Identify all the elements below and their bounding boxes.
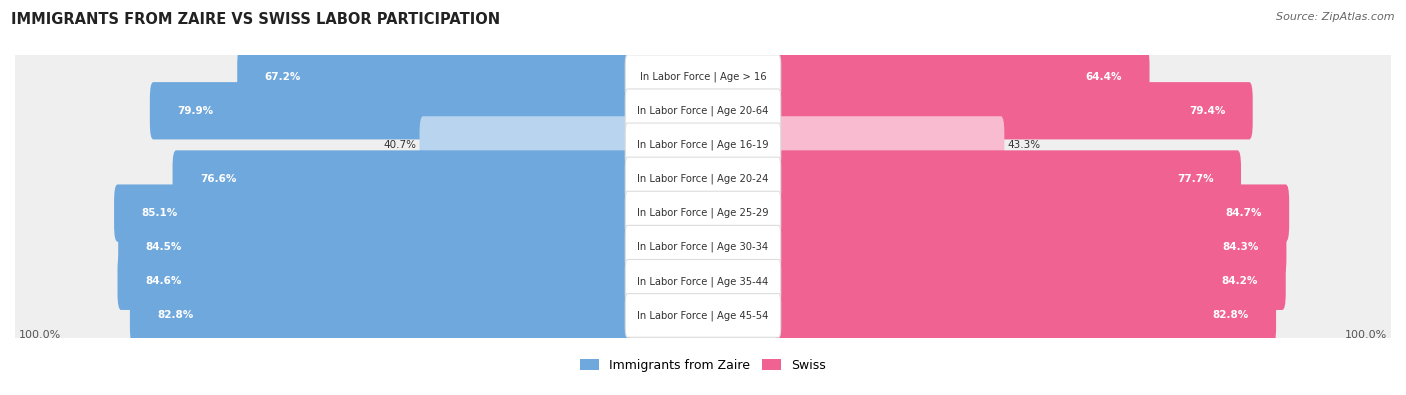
FancyBboxPatch shape (775, 253, 1285, 310)
Text: 79.4%: 79.4% (1189, 106, 1225, 116)
Text: 82.8%: 82.8% (1212, 310, 1249, 320)
FancyBboxPatch shape (118, 218, 631, 276)
FancyBboxPatch shape (238, 48, 631, 105)
Text: IMMIGRANTS FROM ZAIRE VS SWISS LABOR PARTICIPATION: IMMIGRANTS FROM ZAIRE VS SWISS LABOR PAR… (11, 12, 501, 27)
FancyBboxPatch shape (13, 216, 1393, 278)
Text: 79.9%: 79.9% (177, 106, 214, 116)
Text: 84.3%: 84.3% (1223, 242, 1258, 252)
FancyBboxPatch shape (626, 191, 780, 235)
FancyBboxPatch shape (775, 48, 1150, 105)
Text: 64.4%: 64.4% (1085, 71, 1122, 82)
Text: 100.0%: 100.0% (1346, 330, 1388, 340)
Text: 82.8%: 82.8% (157, 310, 194, 320)
FancyBboxPatch shape (626, 260, 780, 303)
Text: 76.6%: 76.6% (200, 174, 236, 184)
Legend: Immigrants from Zaire, Swiss: Immigrants from Zaire, Swiss (575, 354, 831, 376)
Text: 40.7%: 40.7% (382, 140, 416, 150)
FancyBboxPatch shape (775, 82, 1253, 139)
Text: 84.7%: 84.7% (1225, 208, 1261, 218)
FancyBboxPatch shape (775, 287, 1277, 344)
FancyBboxPatch shape (150, 82, 631, 139)
Text: 67.2%: 67.2% (264, 71, 301, 82)
FancyBboxPatch shape (118, 253, 631, 310)
FancyBboxPatch shape (626, 293, 780, 337)
FancyBboxPatch shape (419, 116, 631, 173)
Text: In Labor Force | Age 16-19: In Labor Force | Age 16-19 (637, 140, 769, 150)
FancyBboxPatch shape (129, 287, 631, 344)
FancyBboxPatch shape (13, 182, 1393, 245)
FancyBboxPatch shape (13, 45, 1393, 108)
Text: 100.0%: 100.0% (18, 330, 60, 340)
FancyBboxPatch shape (13, 113, 1393, 176)
FancyBboxPatch shape (775, 150, 1241, 208)
Text: In Labor Force | Age 20-64: In Labor Force | Age 20-64 (637, 105, 769, 116)
FancyBboxPatch shape (626, 226, 780, 269)
FancyBboxPatch shape (173, 150, 631, 208)
FancyBboxPatch shape (626, 89, 780, 133)
FancyBboxPatch shape (775, 184, 1289, 242)
FancyBboxPatch shape (13, 148, 1393, 211)
Text: In Labor Force | Age > 16: In Labor Force | Age > 16 (640, 71, 766, 82)
FancyBboxPatch shape (775, 116, 1004, 173)
Text: Source: ZipAtlas.com: Source: ZipAtlas.com (1277, 12, 1395, 22)
FancyBboxPatch shape (13, 284, 1393, 347)
Text: 84.6%: 84.6% (145, 276, 181, 286)
FancyBboxPatch shape (13, 250, 1393, 313)
FancyBboxPatch shape (775, 218, 1286, 276)
Text: 77.7%: 77.7% (1177, 174, 1213, 184)
FancyBboxPatch shape (114, 184, 631, 242)
Text: 43.3%: 43.3% (1008, 140, 1040, 150)
FancyBboxPatch shape (626, 157, 780, 201)
FancyBboxPatch shape (626, 55, 780, 98)
Text: In Labor Force | Age 30-34: In Labor Force | Age 30-34 (637, 242, 769, 252)
Text: In Labor Force | Age 45-54: In Labor Force | Age 45-54 (637, 310, 769, 321)
Text: 85.1%: 85.1% (142, 208, 177, 218)
FancyBboxPatch shape (13, 79, 1393, 142)
Text: In Labor Force | Age 25-29: In Labor Force | Age 25-29 (637, 208, 769, 218)
FancyBboxPatch shape (626, 123, 780, 167)
Text: In Labor Force | Age 35-44: In Labor Force | Age 35-44 (637, 276, 769, 286)
Text: 84.5%: 84.5% (146, 242, 183, 252)
Text: In Labor Force | Age 20-24: In Labor Force | Age 20-24 (637, 174, 769, 184)
Text: 84.2%: 84.2% (1222, 276, 1258, 286)
